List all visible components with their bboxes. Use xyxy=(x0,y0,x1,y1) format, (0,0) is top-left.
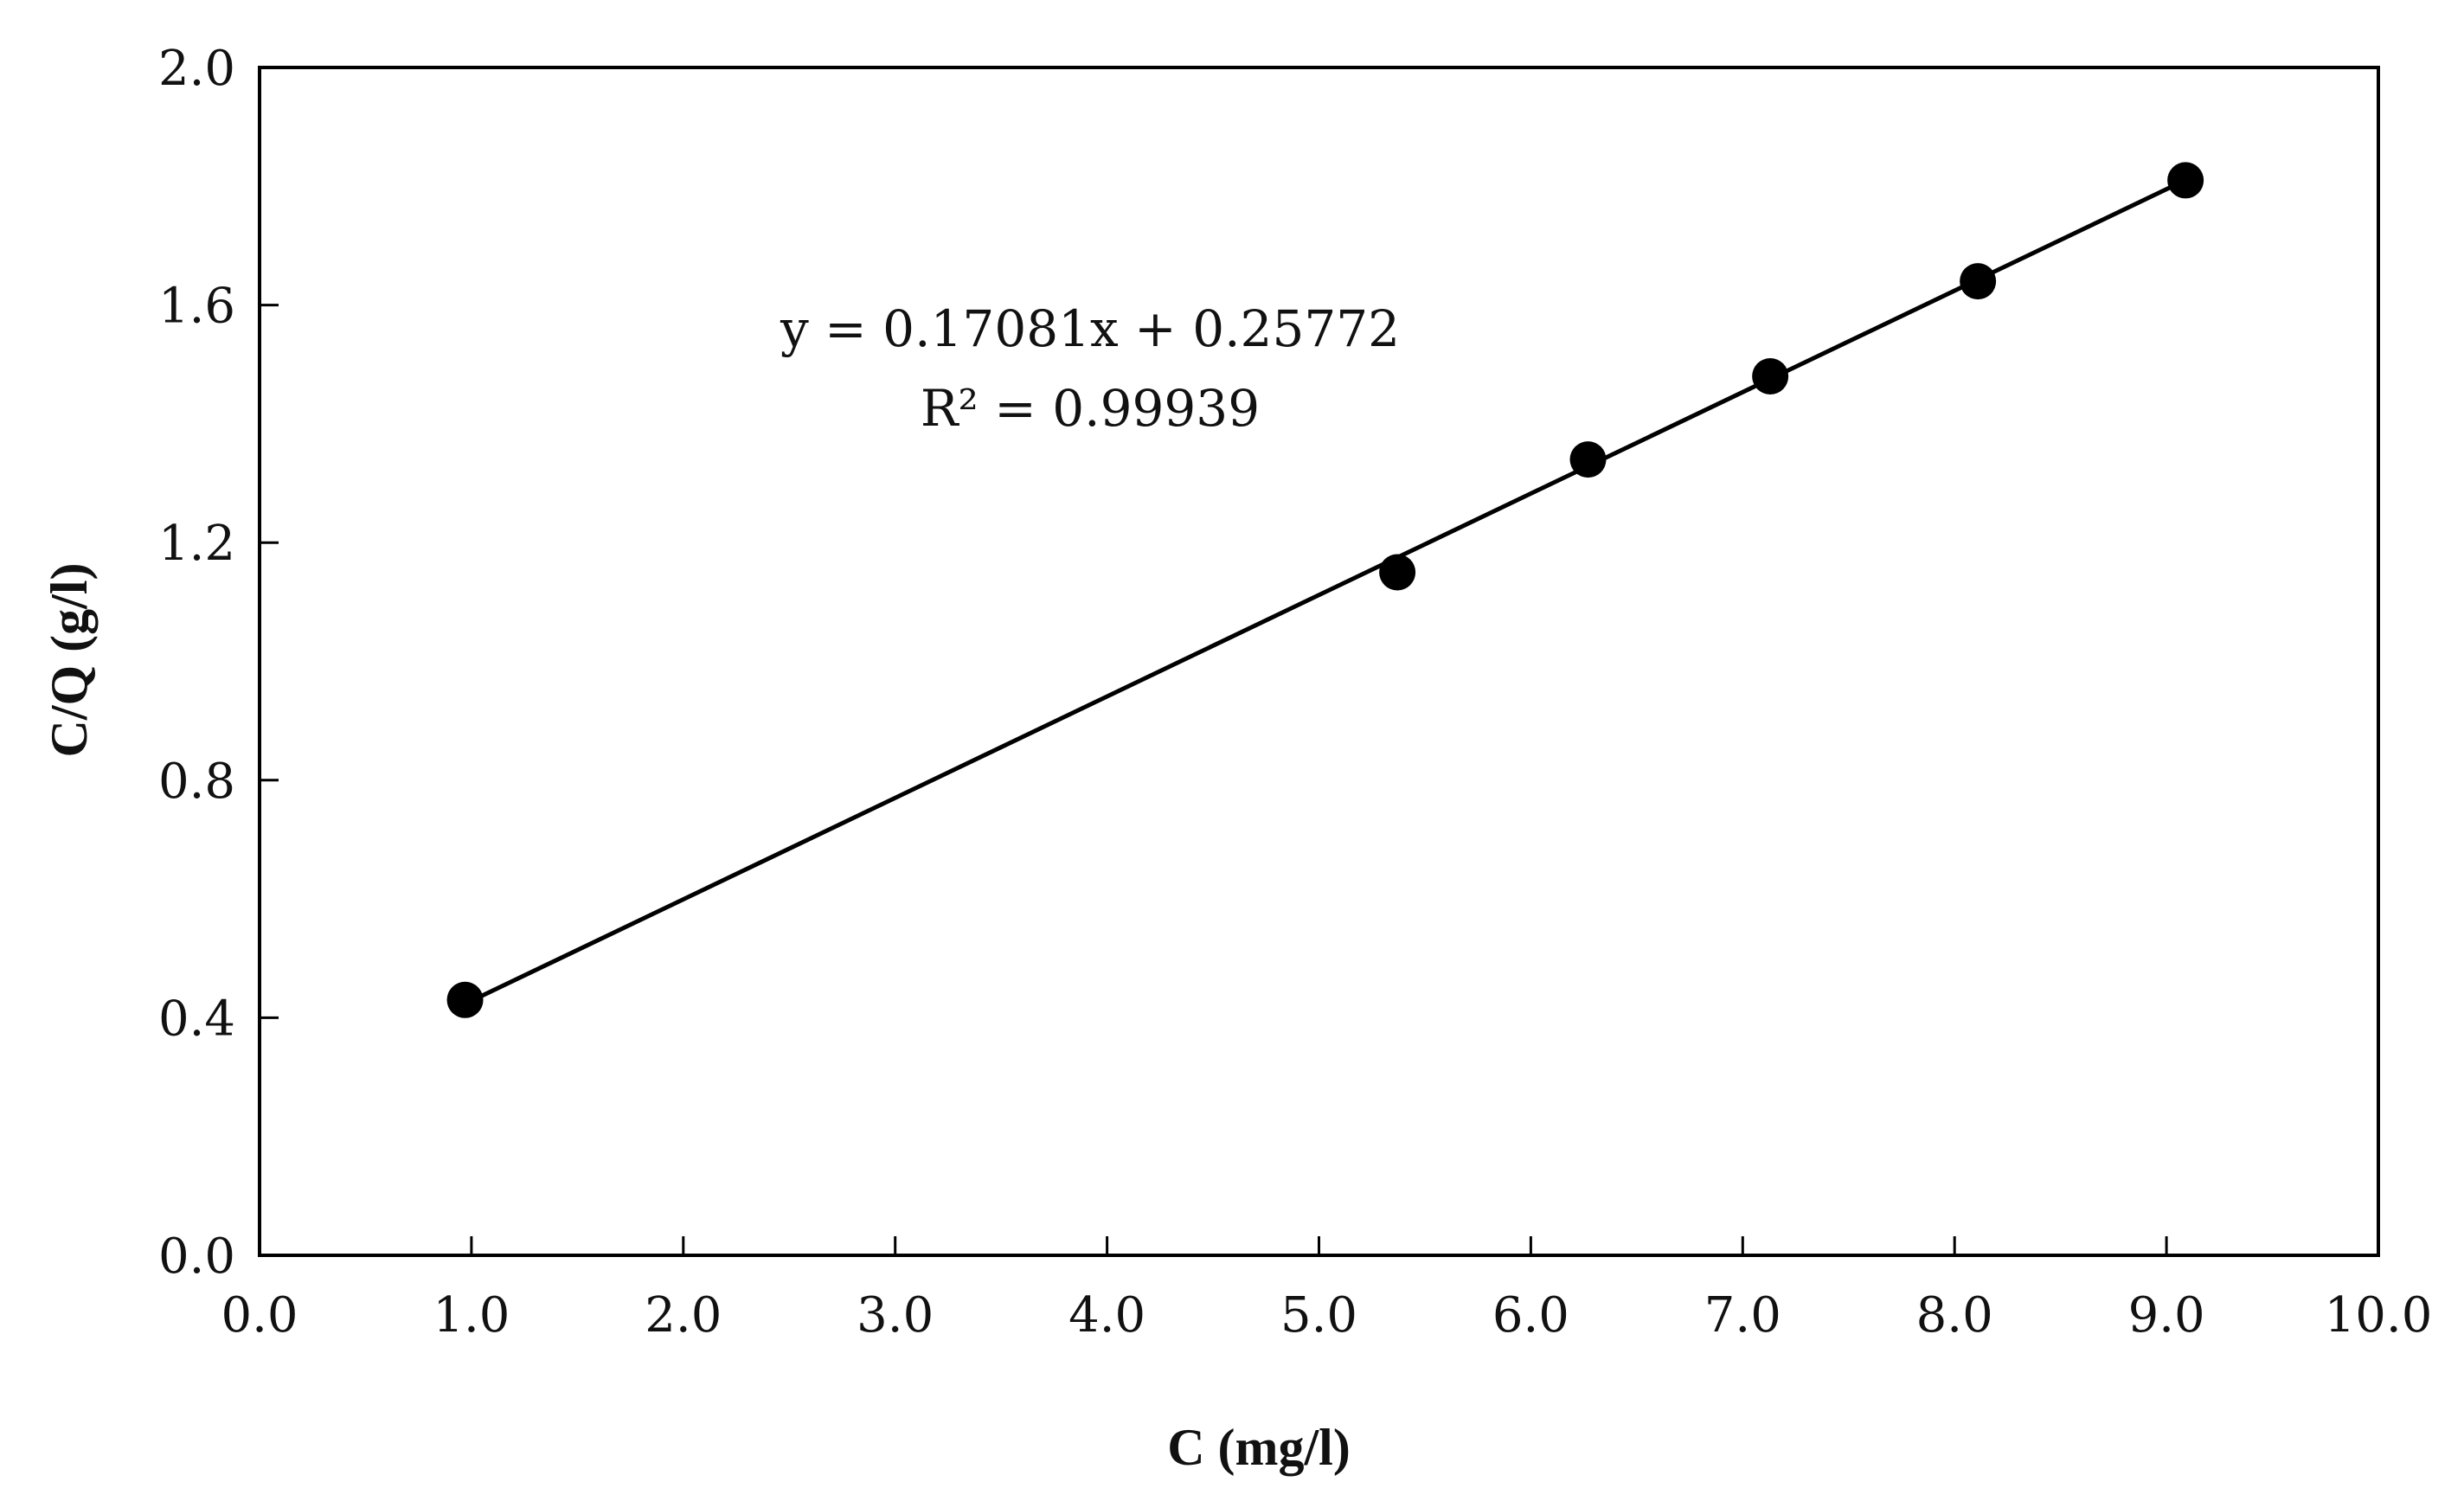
x-tick-label: 9.0 xyxy=(2128,1287,2205,1344)
x-tick-label: 0.0 xyxy=(221,1287,298,1344)
y-axis-ticks: 0.0 0.4 0.8 1.2 1.6 2.0 xyxy=(158,41,279,1285)
y-tick-label: 0.4 xyxy=(158,991,235,1047)
data-point xyxy=(446,981,484,1018)
data-point xyxy=(1569,441,1607,478)
y-tick-label: 2.0 xyxy=(158,41,235,97)
data-point xyxy=(1752,357,1789,394)
y-tick-label: 1.6 xyxy=(158,279,235,335)
x-tick-label: 2.0 xyxy=(645,1287,722,1344)
data-point xyxy=(1960,263,1997,300)
x-tick-label: 4.0 xyxy=(1068,1287,1145,1344)
x-tick-label: 8.0 xyxy=(1916,1287,1993,1344)
x-axis-ticks: 0.0 1.0 2.0 3.0 4.0 5.0 6.0 7.0 8.0 9.0 10.0 xyxy=(221,1236,2432,1344)
plot-area xyxy=(258,66,2380,1257)
data-point xyxy=(1379,554,1416,591)
x-axis-title: C (mg/l) xyxy=(1167,1419,1351,1476)
x-tick-label: 6.0 xyxy=(1492,1287,1569,1344)
data-points xyxy=(446,162,2204,1018)
y-tick-label: 1.2 xyxy=(158,516,235,572)
x-tick-label: 10.0 xyxy=(2325,1287,2433,1344)
y-tick-label: 0.8 xyxy=(158,754,235,810)
y-axis-title: C/Q (g/l) xyxy=(41,563,98,758)
r-squared-label: R² = 0.99939 xyxy=(921,379,1260,438)
trendline xyxy=(464,177,2187,1006)
y-tick-label: 0.0 xyxy=(158,1228,235,1285)
x-tick-label: 5.0 xyxy=(1280,1287,1357,1344)
x-tick-label: 3.0 xyxy=(857,1287,934,1344)
x-tick-label: 7.0 xyxy=(1704,1287,1781,1344)
trendline-equation: y = 0.17081x + 0.25772 xyxy=(780,299,1400,358)
data-point xyxy=(2167,162,2204,199)
x-tick-label: 1.0 xyxy=(433,1287,510,1344)
